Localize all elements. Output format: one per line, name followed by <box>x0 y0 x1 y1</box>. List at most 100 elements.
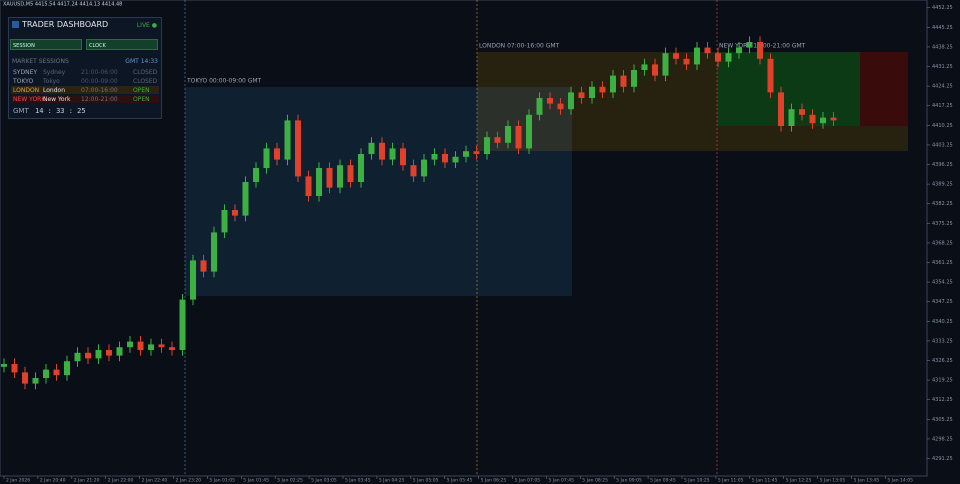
y-tick-label: 4347.25 <box>932 299 953 305</box>
y-tick-label: 4403.25 <box>932 142 953 148</box>
candle-body <box>127 341 133 348</box>
sessions-header: MARKET SESSIONS <box>12 58 69 65</box>
candle-body <box>473 151 480 154</box>
candle-body <box>452 156 459 163</box>
candle-body <box>788 109 795 126</box>
session-code: LONDON <box>13 87 40 94</box>
y-tick-label: 4375.25 <box>932 221 953 227</box>
clock-label: GMT <box>13 107 29 115</box>
session-code: TOKYO <box>13 78 34 85</box>
candle-body <box>158 344 165 348</box>
candle-body <box>53 369 60 376</box>
newyork-box-tail <box>860 52 908 126</box>
y-tick-label: 4445.25 <box>932 25 953 31</box>
candle-body <box>578 92 585 98</box>
live-status: LIVE ● <box>136 22 157 29</box>
candle-body <box>830 117 837 121</box>
candle-body <box>253 168 259 182</box>
candle-body <box>85 352 91 359</box>
x-tick-label: 5 Jan 06:25 <box>481 478 507 484</box>
session-state: OPEN <box>133 96 150 103</box>
session-label: TOKYO 00:00-09:00 GMT <box>186 78 262 85</box>
x-tick-label: 5 Jan 03:05 <box>311 478 337 484</box>
candle-body <box>368 142 375 154</box>
candle-body <box>620 75 627 87</box>
candle-body <box>536 98 543 115</box>
x-tick-label: 5 Jan 03:45 <box>345 478 371 484</box>
session-button[interactable]: SESSION <box>10 39 82 50</box>
y-tick-label: 4382.25 <box>932 201 953 207</box>
candle-body <box>746 42 753 48</box>
session-code: SYDNEY <box>13 69 38 76</box>
candle-body <box>1 364 7 367</box>
candle-body <box>148 344 154 350</box>
x-tick-label: 5 Jan 09:05 <box>616 478 642 484</box>
logo <box>12 21 19 28</box>
candle-body <box>515 126 522 149</box>
x-tick-label: 5 Jan 09:45 <box>650 478 676 484</box>
y-tick-label: 4368.25 <box>932 240 953 246</box>
candle-body <box>242 182 249 216</box>
candle-body <box>694 47 700 65</box>
x-tick-label: 5 Jan 12:25 <box>786 478 812 484</box>
y-tick-label: 4452.25 <box>932 5 953 11</box>
x-tick-label: 5 Jan 05:45 <box>447 478 473 484</box>
x-tick-label: 5 Jan 11:45 <box>752 478 778 484</box>
candle-body <box>95 350 102 359</box>
session-city: New York <box>43 96 71 103</box>
candle-body <box>505 126 511 143</box>
candle-body <box>284 120 291 160</box>
y-tick-label: 4298.25 <box>932 436 953 442</box>
y-tick-label: 4396.25 <box>932 162 953 168</box>
dashboard-panel: TRADER DASHBOARD LIVE ● SESSION CLOCK MA… <box>8 17 162 119</box>
candle-body <box>652 64 658 76</box>
candle-body <box>43 369 49 378</box>
candle-body <box>326 168 333 188</box>
dashboard-title: TRADER DASHBOARD <box>22 20 109 29</box>
x-tick-label: 5 Jan 07:05 <box>515 478 541 484</box>
session-city: London <box>43 87 65 94</box>
candle-body <box>295 120 301 177</box>
session-city: Tokyo <box>43 78 60 85</box>
y-tick-label: 4361.25 <box>932 260 953 266</box>
gmt-now: GMT 14:33 <box>125 58 158 65</box>
candle-body <box>494 137 501 143</box>
x-tick-label: 5 Jan 08:25 <box>582 478 608 484</box>
candle-body <box>263 148 270 168</box>
candle-body <box>484 137 490 154</box>
candle-body <box>316 168 322 196</box>
candle-body <box>232 210 238 216</box>
candle-body <box>190 260 196 300</box>
candle-body <box>809 114 816 124</box>
x-tick-label: 5 Jan 10:25 <box>684 478 710 484</box>
session-row: SYDNEY Sydney 21:00-06:00 CLOSED <box>11 68 159 76</box>
clock: 14 : 33 : 25 <box>35 107 86 115</box>
candle-body <box>200 260 207 272</box>
x-tick-label: 2 Jan 22:40 <box>142 478 168 484</box>
candle-body <box>725 53 732 62</box>
candle-body <box>106 350 112 356</box>
candle-body <box>137 341 144 350</box>
session-hours: 21:00-06:00 <box>81 69 118 76</box>
x-tick-label: 5 Jan 13:45 <box>854 478 880 484</box>
candle-body <box>358 154 364 182</box>
y-tick-label: 4354.25 <box>932 280 953 286</box>
session-city: Sydney <box>43 69 66 76</box>
clock-button[interactable]: CLOCK <box>86 39 158 50</box>
candle-body <box>683 58 690 65</box>
x-tick-label: 5 Jan 04:25 <box>379 478 405 484</box>
candle-body <box>274 148 280 160</box>
y-tick-label: 4431.25 <box>932 64 953 70</box>
session-label: LONDON 07:00-16:00 GMT <box>479 43 560 50</box>
candle-body <box>337 165 343 188</box>
y-tick-label: 4438.25 <box>932 44 953 50</box>
y-tick-label: 4333.25 <box>932 338 953 344</box>
y-tick-label: 4326.25 <box>932 358 953 364</box>
y-tick-label: 4417.25 <box>932 103 953 109</box>
candle-body <box>179 299 186 350</box>
candle-body <box>610 75 616 93</box>
session-row: NEW YORK New York 12:00-21:00 OPEN <box>11 95 159 103</box>
candle-body <box>221 210 228 233</box>
